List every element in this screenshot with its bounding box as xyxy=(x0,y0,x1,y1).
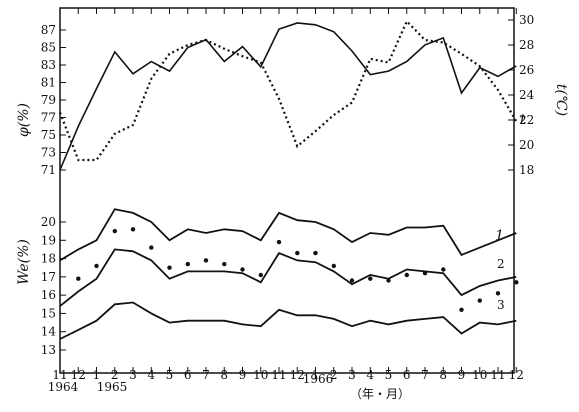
year-label-1966: 1966 xyxy=(303,372,334,386)
series-line-1 xyxy=(59,208,517,262)
series-line-3 xyxy=(59,301,517,340)
data-point xyxy=(331,263,336,269)
data-point xyxy=(185,261,190,267)
month-label: 2 xyxy=(111,368,119,382)
month-label: 2 xyxy=(330,368,338,382)
data-point xyxy=(495,291,501,296)
upper-ytick-label: 83 xyxy=(41,58,56,72)
month-label: 8 xyxy=(439,368,447,382)
plot-frame xyxy=(59,7,515,374)
series-line-2 xyxy=(59,248,517,307)
upper-y2tick-label: 28 xyxy=(519,38,534,52)
x-axis-label: （年・月） xyxy=(350,387,410,401)
data-point xyxy=(459,307,464,312)
upper-ytick-label: 81 xyxy=(41,76,56,90)
data-point xyxy=(386,278,391,283)
data-point xyxy=(295,250,300,256)
month-label: 1 xyxy=(93,368,101,382)
data-point xyxy=(349,278,355,283)
upper-ytick-label: 87 xyxy=(41,23,56,37)
data-point xyxy=(313,250,318,256)
lower-ytick-label: 18 xyxy=(41,252,56,266)
upper-right-axis: 30 28 26 24 22 20 18 xyxy=(508,13,535,177)
data-point xyxy=(514,280,519,285)
data-point xyxy=(477,298,482,303)
data-point xyxy=(404,272,409,278)
month-label: 10 xyxy=(472,368,487,382)
month-label: 9 xyxy=(239,368,247,382)
lower-ytick-label: 19 xyxy=(41,233,56,247)
month-label: 11 xyxy=(52,368,67,382)
data-point xyxy=(276,239,282,245)
series-label-1: 1 xyxy=(495,228,504,244)
upper-y2tick-label: 22 xyxy=(519,113,534,127)
upper-y2tick-label: 18 xyxy=(519,163,534,177)
x-axis: 11 12 1 2 3 4 5 6 7 8 9 10 11 12 1 2 3 4 5 6 7 8 9 10 11 12 xyxy=(52,8,524,382)
data-point xyxy=(76,276,81,281)
upper-ytick-label: 71 xyxy=(41,163,56,177)
month-label: 12 xyxy=(290,368,305,382)
month-label: 7 xyxy=(421,368,429,382)
data-point xyxy=(149,245,154,250)
data-point xyxy=(222,261,227,267)
series-line-t xyxy=(58,19,518,162)
upper-ytick-label: 75 xyxy=(41,128,56,142)
month-label: 12 xyxy=(509,368,524,382)
upper-y2tick-label: 26 xyxy=(519,63,534,77)
data-point xyxy=(441,267,446,272)
month-label: 11 xyxy=(271,368,286,382)
lower-ytick-label: 20 xyxy=(41,215,56,229)
month-label: 3 xyxy=(348,368,356,382)
data-point xyxy=(94,263,99,269)
data-point xyxy=(258,272,263,278)
data-point xyxy=(368,276,373,281)
month-label: 6 xyxy=(403,368,411,382)
lower-ytick-label: 17 xyxy=(41,270,56,284)
upper-y2tick-label: 20 xyxy=(519,138,534,152)
month-label: 6 xyxy=(184,368,192,382)
lower-left-axis: 20 19 18 17 16 15 14 13 xyxy=(41,215,66,357)
year-label-1965: 1965 xyxy=(97,380,128,394)
lower-ytick-label: 14 xyxy=(41,325,57,339)
month-label: 4 xyxy=(147,368,155,382)
month-label: 5 xyxy=(385,368,393,382)
month-label: 9 xyxy=(458,368,466,382)
upper-ytick-label: 77 xyxy=(41,111,56,125)
month-label: 4 xyxy=(366,368,374,382)
lower-ytick-label: 13 xyxy=(41,343,56,357)
month-label: 5 xyxy=(166,368,174,382)
month-label: 7 xyxy=(202,368,210,382)
upper-series xyxy=(58,19,518,171)
month-label: 10 xyxy=(253,368,268,382)
year-label-1964: 1964 xyxy=(48,380,79,394)
series-label-t: t xyxy=(520,112,526,128)
data-point xyxy=(203,258,209,263)
series-label-3: 3 xyxy=(497,298,505,312)
lower-ytick-label: 16 xyxy=(41,288,56,302)
data-point xyxy=(130,227,136,232)
upper-ytick-label: 85 xyxy=(41,41,56,55)
upper-y2tick-label: 24 xyxy=(519,88,535,102)
data-point xyxy=(112,228,118,234)
lower-series xyxy=(59,208,519,340)
month-label: 12 xyxy=(71,368,86,382)
month-label: 1 xyxy=(312,368,320,382)
month-label: 3 xyxy=(129,368,137,382)
upper-ytick-label: 79 xyxy=(41,93,56,107)
upper-left-axis: 87 85 83 81 79 77 75 73 71 xyxy=(41,23,66,177)
month-label: 11 xyxy=(490,368,505,382)
upper-ylabel: φ(%) xyxy=(16,103,32,137)
month-label: 8 xyxy=(220,368,228,382)
lower-ytick-label: 15 xyxy=(41,306,56,320)
series-line-phi xyxy=(59,22,517,171)
data-point xyxy=(240,267,245,272)
series-label-2: 2 xyxy=(497,257,505,271)
lower-ylabel: We(%) xyxy=(16,239,32,285)
upper-y2tick-label: 30 xyxy=(519,13,534,27)
upper-y2label: t(℃) xyxy=(553,84,569,116)
data-point xyxy=(167,265,172,270)
upper-ytick-label: 73 xyxy=(41,146,56,160)
